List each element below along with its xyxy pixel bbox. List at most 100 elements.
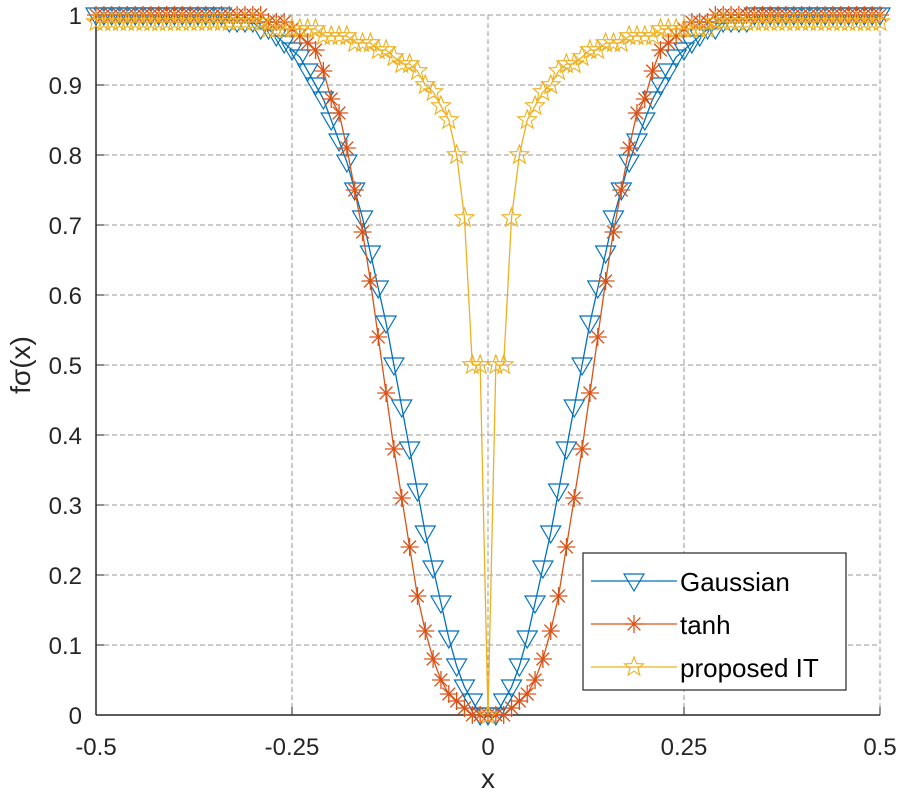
data-point xyxy=(594,245,617,265)
data-point xyxy=(541,622,560,640)
data-point xyxy=(508,143,531,165)
data-point xyxy=(635,90,654,108)
data-point xyxy=(241,10,264,32)
data-point xyxy=(672,42,696,62)
data-point xyxy=(337,139,356,157)
y-tick-label: 0 xyxy=(69,703,82,730)
data-point xyxy=(571,45,594,67)
data-point xyxy=(353,223,372,241)
data-point xyxy=(698,13,717,31)
x-tick-label: -0.25 xyxy=(265,734,320,761)
data-point xyxy=(369,328,388,346)
data-point xyxy=(414,525,437,545)
data-point xyxy=(400,538,419,556)
data-point xyxy=(437,108,460,130)
data-point xyxy=(523,595,547,615)
data-point xyxy=(563,52,586,74)
data-point xyxy=(604,223,623,241)
data-point xyxy=(596,272,615,290)
data-point xyxy=(539,73,562,95)
data-point xyxy=(312,91,335,111)
legend-marker-icon xyxy=(622,573,646,593)
data-point xyxy=(345,181,364,199)
legend-marker-icon xyxy=(622,655,646,677)
data-point xyxy=(688,17,711,39)
y-tick-label: 0.5 xyxy=(49,353,82,380)
data-point xyxy=(526,671,545,689)
data-point xyxy=(367,38,390,60)
data-point xyxy=(296,17,319,39)
y-tick-label: 0.7 xyxy=(49,213,82,240)
data-point xyxy=(531,80,554,102)
data-point xyxy=(518,685,537,703)
data-point xyxy=(531,560,554,580)
data-point xyxy=(565,489,584,507)
data-point xyxy=(516,630,539,650)
data-point xyxy=(288,49,311,69)
x-axis-label: x xyxy=(481,763,495,794)
data-point xyxy=(445,143,468,165)
data-point xyxy=(625,133,649,153)
data-point xyxy=(328,24,351,46)
data-point xyxy=(871,6,889,24)
data-point xyxy=(398,441,421,461)
data-point xyxy=(437,630,460,650)
data-point xyxy=(641,24,664,46)
y-tick-label: 0.9 xyxy=(49,73,82,100)
data-point xyxy=(547,59,570,81)
data-point xyxy=(461,353,484,375)
legend-label: proposed IT xyxy=(680,653,819,683)
x-tick-label: -0.5 xyxy=(75,734,116,761)
data-point xyxy=(680,35,703,55)
data-point xyxy=(612,181,631,199)
y-tick-label: 1 xyxy=(69,3,82,30)
data-point xyxy=(416,622,435,640)
data-point xyxy=(359,245,382,265)
data-point xyxy=(476,703,500,725)
y-tick-label: 0.4 xyxy=(49,423,82,450)
data-point xyxy=(555,52,578,74)
data-point xyxy=(390,399,413,419)
data-point xyxy=(361,272,380,290)
data-point xyxy=(610,31,633,53)
data-point xyxy=(643,62,662,80)
data-point xyxy=(484,353,507,375)
data-point xyxy=(500,679,523,699)
legend: Gaussian tanh proposed IT xyxy=(582,552,847,691)
data-point xyxy=(602,210,625,230)
data-point xyxy=(445,658,468,678)
data-point xyxy=(296,63,319,83)
data-point xyxy=(453,206,476,228)
y-tick-label: 0.3 xyxy=(49,493,82,520)
data-point xyxy=(578,315,601,335)
y-tick-label: 0.2 xyxy=(49,563,82,590)
data-point xyxy=(351,31,374,53)
data-point xyxy=(571,357,594,377)
data-point xyxy=(641,91,664,111)
data-point xyxy=(453,679,476,699)
data-point xyxy=(580,384,599,402)
data-point xyxy=(422,80,445,102)
x-tick-label: 0.25 xyxy=(661,734,708,761)
data-point xyxy=(327,133,351,153)
data-point xyxy=(280,42,304,62)
legend-label: tanh xyxy=(680,610,731,640)
data-point xyxy=(492,353,515,375)
data-point xyxy=(500,206,523,228)
y-tick-label: 0.6 xyxy=(49,283,82,310)
data-point xyxy=(461,693,484,713)
x-tick-label: 0 xyxy=(481,734,494,761)
data-point xyxy=(547,483,570,503)
data-point xyxy=(492,693,515,713)
data-point xyxy=(563,399,586,419)
data-point xyxy=(431,671,450,689)
data-point xyxy=(382,357,405,377)
data-point xyxy=(390,52,413,74)
data-point xyxy=(533,650,552,668)
data-point xyxy=(322,90,341,108)
x-tick-label: 0.5 xyxy=(863,734,896,761)
y-axis-label: fσ(x) xyxy=(5,336,36,394)
data-point xyxy=(455,699,474,717)
data-point xyxy=(627,104,646,122)
